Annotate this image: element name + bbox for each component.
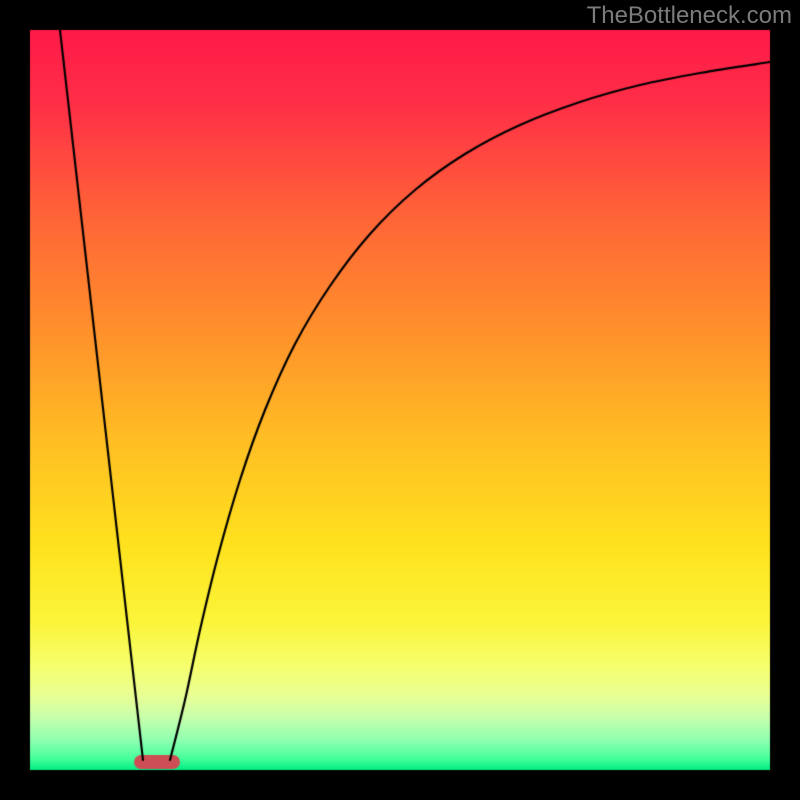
chart-container: TheBottleneck.com: [0, 0, 800, 800]
watermark-text: TheBottleneck.com: [587, 2, 792, 30]
bottleneck-chart-canvas: [0, 0, 800, 800]
